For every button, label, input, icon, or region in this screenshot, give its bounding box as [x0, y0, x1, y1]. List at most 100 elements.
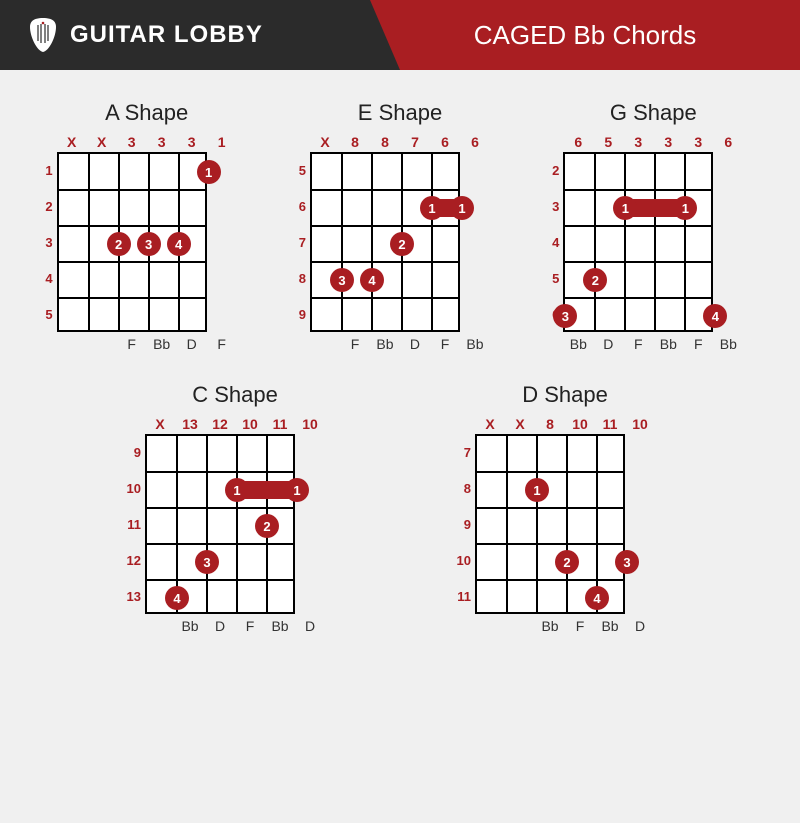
- chord-chart: D ShapeXX810111078910111234BbFBbD: [455, 382, 675, 634]
- fretboard-grid: 1234: [57, 152, 207, 332]
- page-title: CAGED Bb Chords: [474, 20, 697, 51]
- finger-dot: 3: [137, 232, 161, 256]
- top-labels: 653336: [543, 134, 763, 150]
- finger-dot: 1: [420, 196, 444, 220]
- string-top-label: 8: [370, 134, 400, 150]
- finger-dot: 4: [167, 232, 191, 256]
- shape-name: A Shape: [37, 100, 257, 126]
- note-label: F: [565, 618, 595, 634]
- shape-name: D Shape: [455, 382, 675, 408]
- note-label: F: [340, 336, 370, 352]
- fret-number: 9: [290, 307, 306, 322]
- note-label: F: [207, 336, 237, 352]
- fret-number: 1: [37, 163, 53, 178]
- string-top-label: X: [310, 134, 340, 150]
- finger-dot: 1: [225, 478, 249, 502]
- string-top-label: 10: [235, 416, 265, 432]
- fret-number: 12: [125, 553, 141, 568]
- chord-chart: G Shape6533362345611234BbDFBbFBb: [543, 100, 763, 352]
- note-label: Bb: [653, 336, 683, 352]
- note-label: Bb: [595, 618, 625, 634]
- note-label: [87, 336, 117, 352]
- brand-text: GUITAR LOBBY: [70, 21, 263, 49]
- string-top-label: 6: [563, 134, 593, 150]
- fret-number: 8: [455, 481, 471, 496]
- finger-dot: 3: [615, 550, 639, 574]
- string-top-label: 6: [430, 134, 460, 150]
- fretboard-grid: 11234: [563, 152, 713, 332]
- note-label: D: [625, 618, 655, 634]
- top-labels: XX3331: [37, 134, 257, 150]
- fret-number: 6: [290, 199, 306, 214]
- fret-number: 10: [125, 481, 141, 496]
- fret-numbers: 56789: [290, 152, 310, 332]
- note-label: D: [177, 336, 207, 352]
- finger-dot: 1: [525, 478, 549, 502]
- finger-dot: 2: [390, 232, 414, 256]
- finger-dot: 4: [360, 268, 384, 292]
- finger-dot: 2: [255, 514, 279, 538]
- note-label: [505, 618, 535, 634]
- top-labels: X88766: [290, 134, 510, 150]
- fret-number: 13: [125, 589, 141, 604]
- finger-dot: 1: [285, 478, 309, 502]
- note-label: F: [623, 336, 653, 352]
- finger-dot: 2: [583, 268, 607, 292]
- string-top-label: 3: [683, 134, 713, 150]
- string-top-label: 11: [265, 416, 295, 432]
- fret-number: 7: [455, 445, 471, 460]
- string-top-label: X: [505, 416, 535, 432]
- fret-number: 3: [37, 235, 53, 250]
- string-top-label: 1: [207, 134, 237, 150]
- logo: GUITAR LOBBY: [28, 17, 263, 53]
- string-top-label: 7: [400, 134, 430, 150]
- note-label: F: [683, 336, 713, 352]
- finger-dot: 4: [165, 586, 189, 610]
- guitar-pick-icon: [28, 17, 58, 53]
- note-label: [145, 618, 175, 634]
- string-top-label: 12: [205, 416, 235, 432]
- top-labels: XX8101110: [455, 416, 675, 432]
- note-label: [310, 336, 340, 352]
- fret-number: 4: [543, 235, 559, 250]
- header-right: CAGED Bb Chords: [370, 0, 800, 70]
- fret-number: 9: [455, 517, 471, 532]
- grid-area: 78910111234: [455, 434, 675, 614]
- fretboard-grid: 11234: [310, 152, 460, 332]
- chord-chart: A ShapeXX3331123451234FBbDF: [37, 100, 257, 352]
- string-top-label: 6: [460, 134, 490, 150]
- header: GUITAR LOBBY CAGED Bb Chords: [0, 0, 800, 70]
- string-top-label: 13: [175, 416, 205, 432]
- grid-area: 5678911234: [290, 152, 510, 332]
- note-label: Bb: [175, 618, 205, 634]
- fret-number: 5: [37, 307, 53, 322]
- fret-number: 5: [543, 271, 559, 286]
- note-label: F: [235, 618, 265, 634]
- finger-dot: 3: [195, 550, 219, 574]
- note-label: D: [400, 336, 430, 352]
- fret-numbers: 910111213: [125, 434, 145, 614]
- finger-dot: 4: [703, 304, 727, 328]
- note-label: Bb: [563, 336, 593, 352]
- finger-dot: 1: [673, 196, 697, 220]
- note-label: F: [117, 336, 147, 352]
- fret-number: 5: [290, 163, 306, 178]
- note-label: D: [205, 618, 235, 634]
- string-top-label: 8: [340, 134, 370, 150]
- string-top-label: 11: [595, 416, 625, 432]
- string-top-label: X: [475, 416, 505, 432]
- bottom-labels: FBbDF: [37, 336, 257, 352]
- note-label: D: [295, 618, 325, 634]
- finger-dot: 1: [613, 196, 637, 220]
- string-top-label: 10: [565, 416, 595, 432]
- note-label: [57, 336, 87, 352]
- note-label: Bb: [535, 618, 565, 634]
- string-top-label: 8: [535, 416, 565, 432]
- finger-dot: 2: [107, 232, 131, 256]
- chord-chart: E ShapeX887665678911234FBbDFBb: [290, 100, 510, 352]
- string-top-label: 3: [147, 134, 177, 150]
- bottom-labels: BbFBbD: [455, 618, 675, 634]
- fret-number: 4: [37, 271, 53, 286]
- string-top-label: 6: [713, 134, 743, 150]
- finger-dot: 4: [585, 586, 609, 610]
